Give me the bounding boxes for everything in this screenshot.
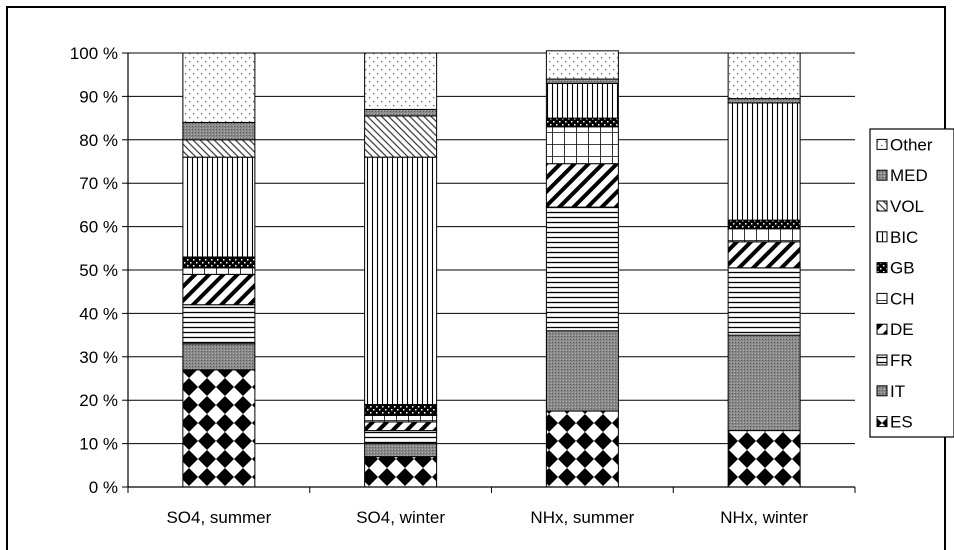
x-category-label: NHx, winter — [720, 508, 808, 527]
x-category-label: SO4, summer — [166, 508, 271, 527]
legend-label: ES — [890, 413, 913, 432]
bar-segment-med — [727, 98, 801, 104]
bar-segment-fr — [727, 267, 801, 336]
bar-segment-bic — [182, 156, 256, 258]
y-tick-label: 90 % — [79, 87, 118, 106]
bar-segment-ch — [364, 414, 438, 423]
x-category-label: NHx, summer — [530, 508, 634, 527]
y-tick-label: 70 % — [79, 174, 118, 193]
y-tick-label: 40 % — [79, 304, 118, 323]
legend-swatch — [876, 262, 888, 274]
bar-segment-bic — [545, 82, 619, 119]
bar-segment-bic — [727, 102, 801, 221]
legend-label: Other — [890, 135, 933, 154]
bar-segment-it — [182, 343, 256, 371]
legend-swatch — [876, 169, 888, 181]
bar-segment-de — [364, 421, 438, 432]
bar-segment-es — [182, 369, 256, 488]
legend-swatch — [876, 323, 888, 335]
bar-segment-gb — [545, 117, 619, 128]
bar-segment-vol — [182, 139, 256, 158]
bar-segment-it — [364, 443, 438, 458]
bar-segment-it — [545, 330, 619, 412]
legend-swatch — [876, 200, 888, 212]
y-tick-label: 0 % — [89, 478, 118, 497]
legend-label: IT — [890, 382, 905, 401]
bar-segment-de — [182, 273, 256, 306]
bar-segment-other — [727, 52, 801, 100]
bar-segment-de — [545, 163, 619, 208]
bar-segment-de — [727, 241, 801, 269]
legend-swatch — [876, 231, 888, 243]
bar-segment-other — [364, 52, 438, 110]
bar-segment-fr — [364, 430, 438, 445]
bar-segment-vol — [364, 115, 438, 158]
bar-segment-other — [545, 50, 619, 80]
bar-segment-fr — [182, 304, 256, 345]
bar-segment-fr — [545, 206, 619, 332]
bar-segment-med — [182, 121, 256, 141]
y-tick-label: 10 % — [79, 435, 118, 454]
bar-segment-gb — [364, 404, 438, 416]
x-category-label: SO4, winter — [356, 508, 445, 527]
legend-label: FR — [890, 351, 913, 370]
bar-segment-ch — [182, 267, 256, 275]
axes: 0 % 10 % 20 % 30 % 40 % 50 % 60 % 70 % 80 % 90 % 1… — [70, 44, 856, 527]
bar-segment-es — [545, 410, 619, 488]
legend: Other MED VOL BIC GB CH DE FR IT ES — [869, 128, 954, 438]
y-tick-label: 100 % — [70, 44, 118, 63]
legend-swatch — [876, 292, 888, 304]
legend-swatch — [876, 416, 888, 428]
bar-segment-med — [364, 108, 438, 117]
legend-label: VOL — [890, 197, 924, 216]
legend-label: BIC — [890, 228, 918, 247]
y-tick-label: 60 % — [79, 218, 118, 237]
y-tick-label: 80 % — [79, 131, 118, 150]
legend-label: GB — [890, 259, 915, 278]
legend-label: DE — [890, 320, 914, 339]
y-tick-label: 20 % — [79, 391, 118, 410]
bar-segment-gb — [727, 219, 801, 230]
bar-segment-other — [182, 52, 256, 123]
bar-segment-ch — [545, 126, 619, 165]
legend-swatch — [876, 138, 888, 150]
legend-swatch — [876, 385, 888, 397]
legend-swatch — [876, 354, 888, 366]
bar-segment-med — [545, 78, 619, 84]
legend-label: CH — [890, 289, 915, 308]
bar-segment-es — [364, 456, 438, 488]
bars — [182, 50, 801, 488]
legend-label: MED — [890, 166, 928, 185]
bar-segment-gb — [182, 256, 256, 269]
bar-segment-it — [727, 334, 801, 432]
bar-segment-es — [727, 430, 801, 488]
y-tick-label: 50 % — [79, 261, 118, 280]
y-tick-label: 30 % — [79, 348, 118, 367]
bar-segment-bic — [364, 156, 438, 406]
bar-segment-ch — [727, 228, 801, 243]
